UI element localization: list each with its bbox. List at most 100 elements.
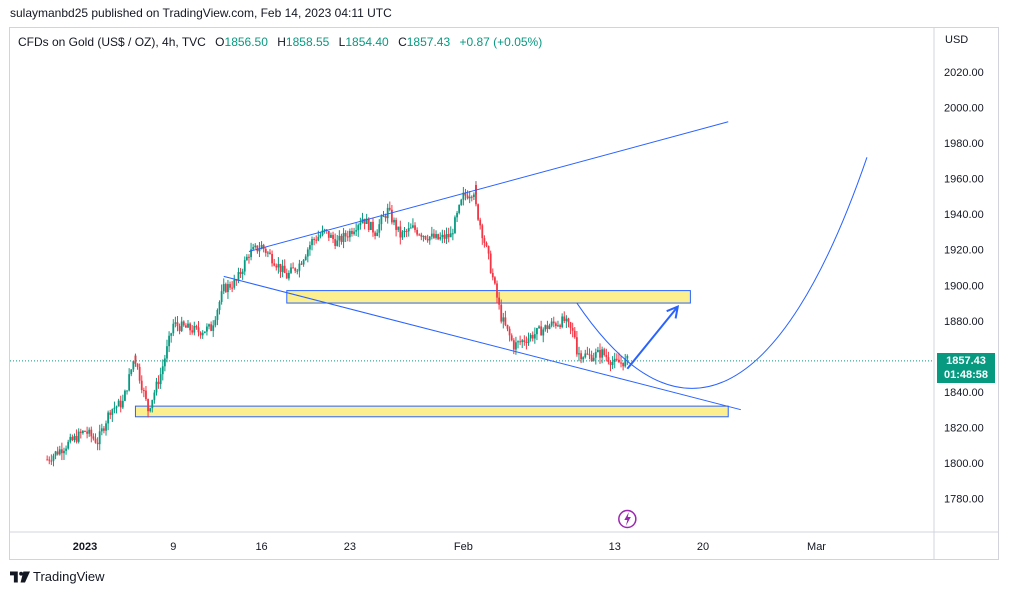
candle-body (327, 230, 330, 238)
candle-body (527, 338, 530, 343)
open-label: O (215, 35, 225, 49)
candle-body (145, 390, 147, 400)
candle-body (575, 342, 578, 355)
candle-body (533, 334, 536, 339)
candle-body (397, 226, 400, 230)
candle-body (96, 442, 99, 445)
candle-body (506, 324, 509, 329)
candle-body (170, 333, 173, 336)
candle-body (147, 399, 149, 412)
candle-body (584, 353, 587, 358)
candle-body (548, 325, 551, 329)
candle-body (441, 234, 444, 238)
candle-body (172, 323, 175, 334)
candle-body (443, 234, 446, 239)
candle-body (489, 253, 492, 273)
y-tick-label: 1780.00 (944, 494, 984, 506)
candle-body (468, 196, 471, 199)
candle-body (46, 459, 49, 461)
candle-body (222, 284, 225, 292)
candle-body (594, 352, 597, 358)
candle-body (136, 363, 139, 367)
candle-body (607, 357, 610, 362)
candle-body (523, 340, 526, 342)
candle-body (611, 361, 614, 366)
candle-body (84, 430, 86, 432)
candle-body (567, 318, 570, 323)
candle-body (313, 239, 316, 241)
candle-body (115, 406, 118, 408)
candle-body (81, 430, 84, 434)
x-tick-label: Feb (454, 541, 473, 553)
candle-body (542, 329, 545, 336)
y-tick-label: 2000.00 (944, 103, 984, 115)
candle-body (231, 287, 234, 289)
candle-body (433, 233, 435, 238)
candle-body (466, 195, 469, 199)
candle-body (519, 341, 522, 343)
candle-body (445, 234, 448, 239)
candle-body (214, 319, 217, 326)
candle-body (71, 436, 74, 440)
candle-body (208, 324, 210, 327)
candle-body (180, 321, 183, 331)
high-label: H (277, 35, 286, 49)
candle-body (620, 362, 622, 364)
candle-body (512, 340, 515, 350)
x-tick-label: 9 (170, 541, 176, 553)
candle-body (599, 349, 601, 358)
candle-body (111, 409, 114, 415)
candle-body (395, 219, 398, 230)
candle-body (290, 267, 292, 273)
candle-body (340, 235, 343, 242)
candle-body (561, 316, 564, 328)
candle-body (336, 240, 339, 246)
candle-body (52, 455, 55, 461)
candle-body (580, 353, 582, 360)
candle-body (374, 232, 376, 237)
candle-body (420, 234, 423, 237)
candle-body (517, 341, 519, 343)
candle-body (569, 322, 572, 328)
candle-body (151, 399, 154, 409)
candle-body (388, 207, 391, 210)
candle-body (586, 353, 589, 355)
candle-body (458, 204, 461, 213)
candle-body (218, 301, 221, 311)
candle-body (250, 249, 252, 258)
candle-body (409, 227, 412, 229)
x-tick-label: Mar (807, 541, 826, 553)
candle-body (369, 221, 372, 230)
footer-brand[interactable]: TradingView (10, 569, 105, 584)
y-tick-label: 1920.00 (944, 245, 984, 257)
candle-body (449, 233, 452, 238)
low-value: 1854.40 (345, 35, 389, 49)
y-tick-label: 2020.00 (944, 67, 984, 79)
symbol-label: CFDs on Gold (US$ / OZ), 4h, TVC (18, 35, 206, 49)
x-tick-label: 16 (255, 541, 267, 553)
candle-body (412, 225, 414, 228)
close-label: C (398, 35, 407, 49)
candle-body (58, 449, 61, 455)
candle-body (609, 361, 612, 366)
candle-body (351, 230, 353, 234)
candle-body (69, 436, 72, 442)
candle-body (451, 233, 454, 235)
candle-body (418, 234, 421, 236)
low-label: L (338, 35, 346, 49)
candle-body (573, 330, 576, 338)
close-value: 1857.43 (406, 35, 451, 49)
candle-body (376, 232, 379, 237)
candle-body (447, 234, 450, 238)
candle-body (552, 321, 555, 324)
candle-body (73, 435, 76, 440)
candle-body (544, 325, 547, 330)
lightning-icon (624, 512, 631, 526)
candle-body (157, 381, 160, 385)
brand-name: TradingView (33, 569, 105, 584)
candle-body (134, 355, 137, 364)
high-value: 1858.55 (285, 35, 330, 49)
candle-body (470, 196, 473, 198)
candle-body (622, 362, 625, 367)
